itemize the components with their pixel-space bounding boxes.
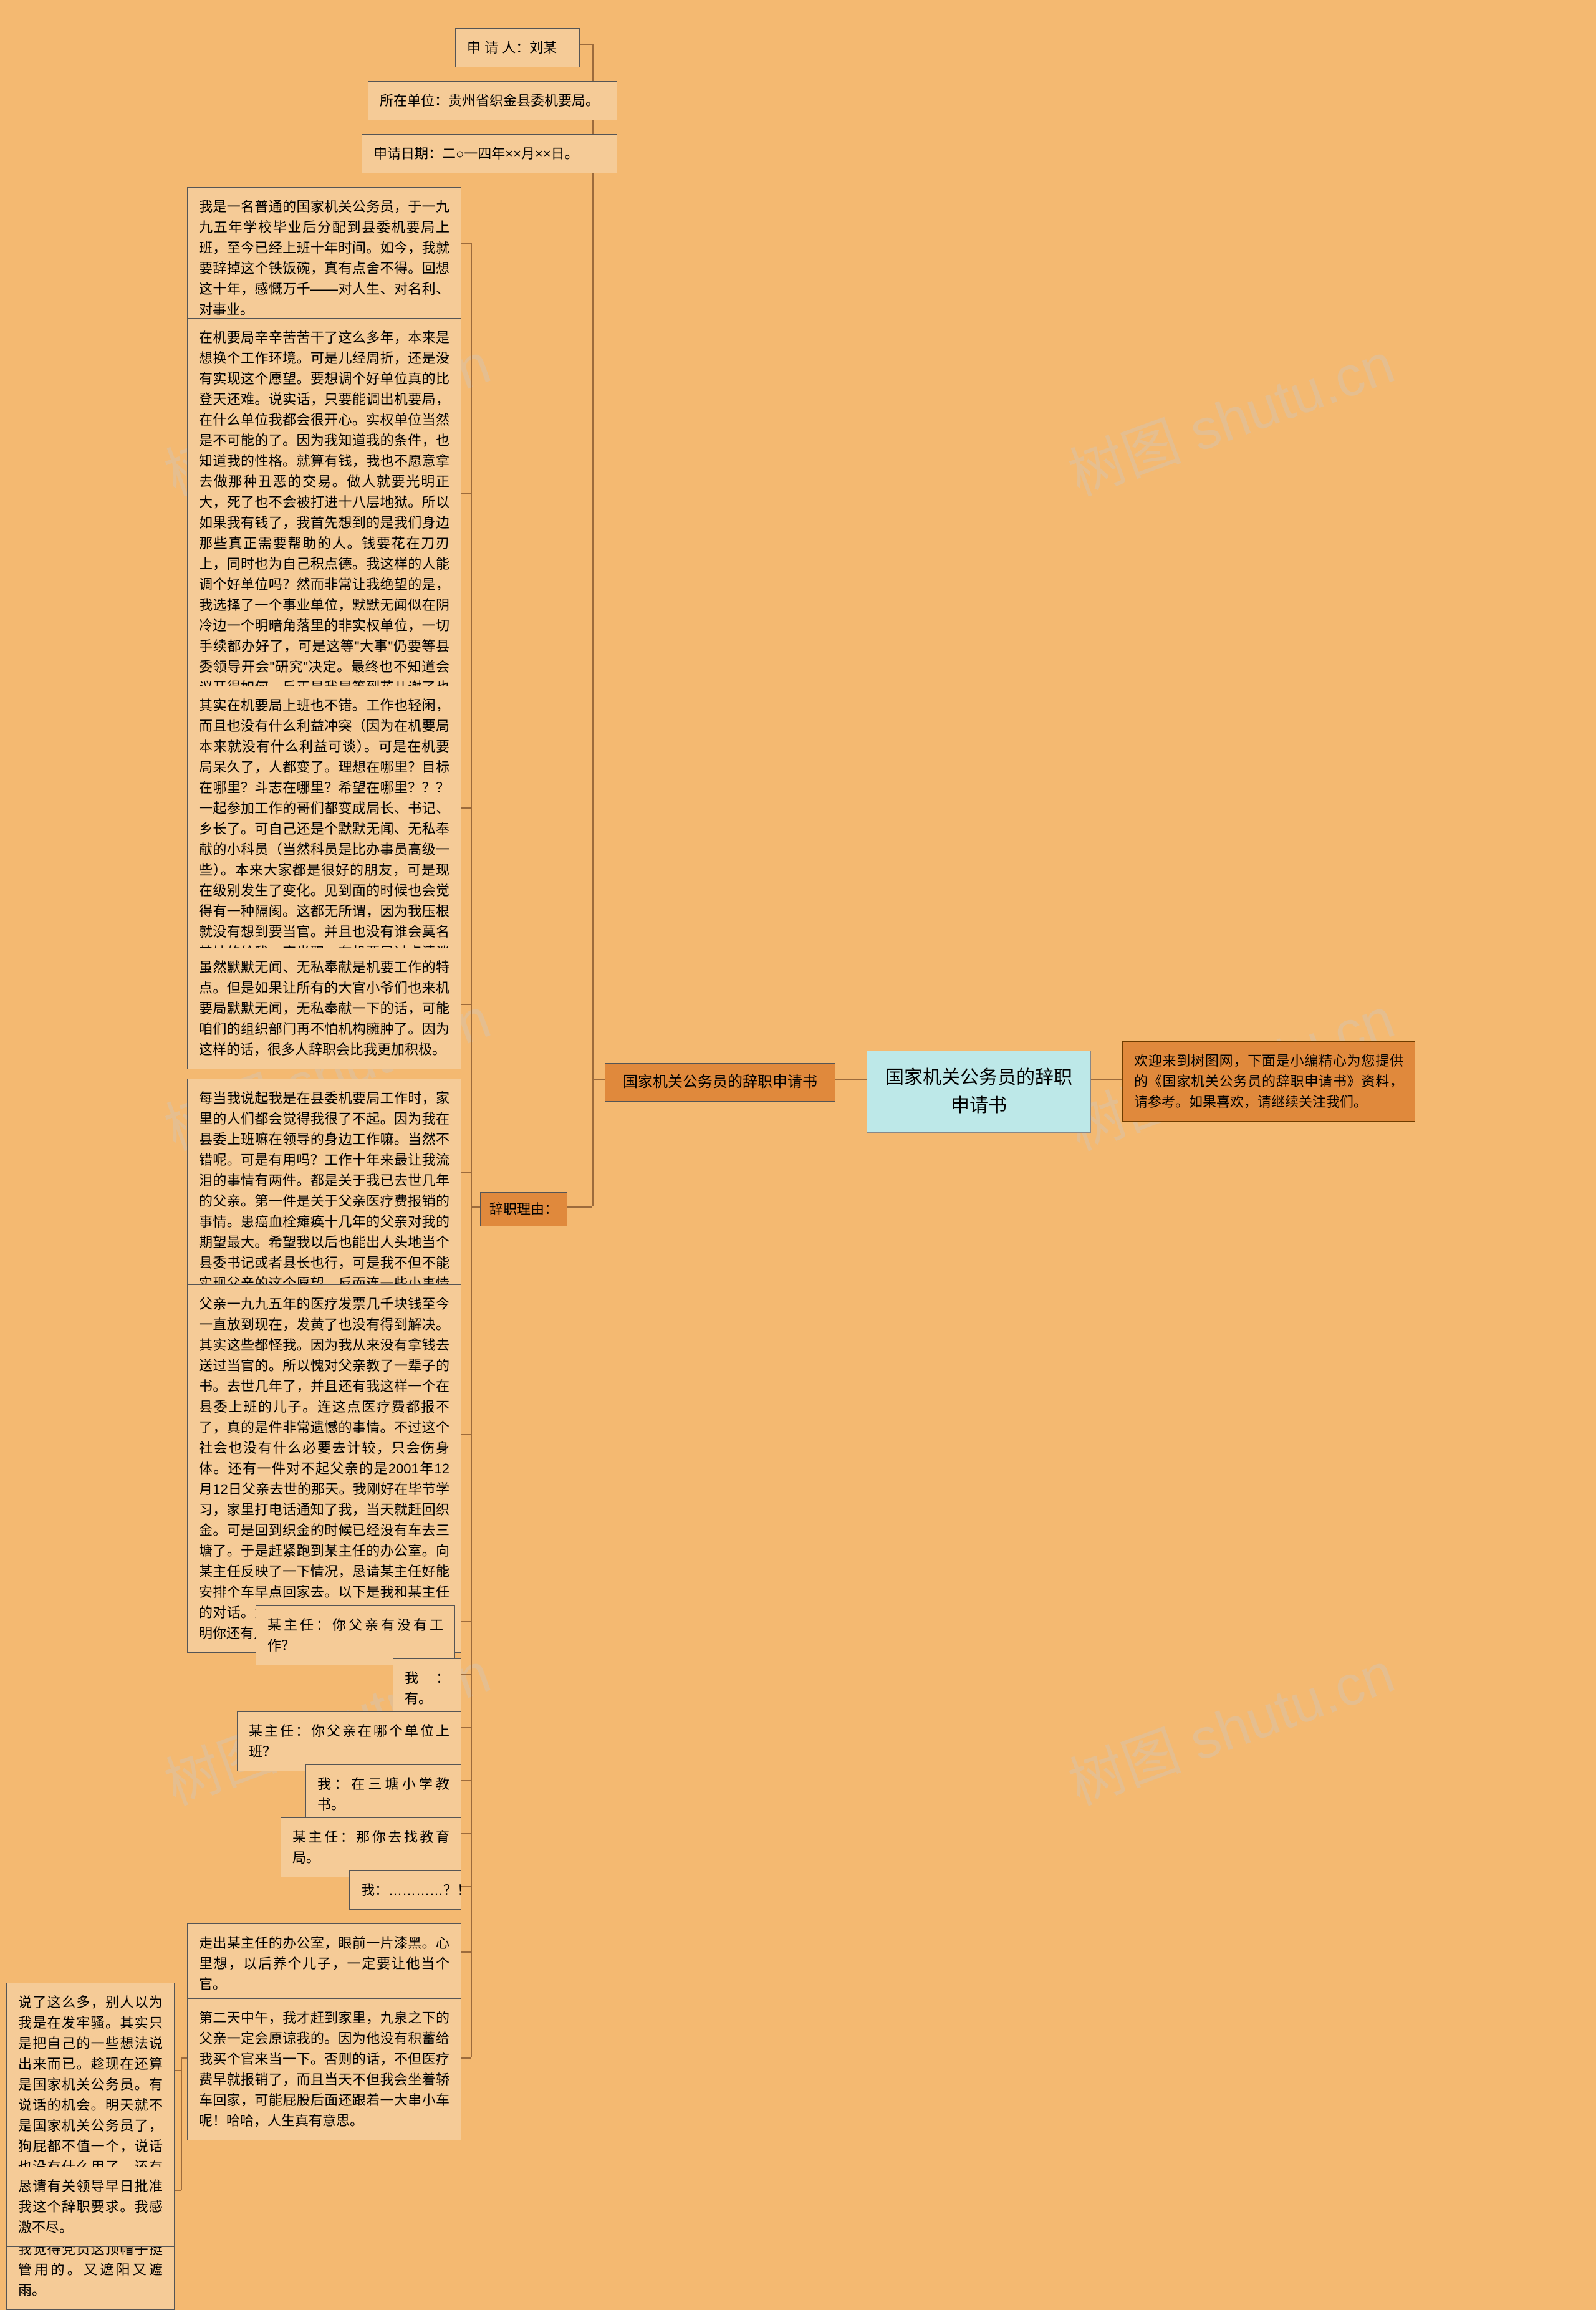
root-node[interactable]: 国家机关公务员的辞职申请书 — [867, 1051, 1091, 1133]
connector — [461, 1833, 471, 1834]
tail-node[interactable]: 说了这么多，别人以为我是在发牢骚。其实只是把自己的一些想法说出来而已。趁现在还算… — [6, 1983, 175, 2310]
connector — [461, 1674, 471, 1675]
connector — [461, 1951, 471, 1953]
connector — [461, 493, 471, 494]
tail-node[interactable]: 恳请有关领导早日批准我这个辞职要求。我感激不尽。 — [6, 2167, 175, 2247]
connector — [471, 1206, 480, 1208]
watermark: 树图 shutu.cn — [1056, 319, 1403, 511]
connector — [461, 807, 471, 809]
connector — [461, 1727, 471, 1728]
reason-node[interactable]: 某主任：你父亲有没有工作？ — [256, 1605, 455, 1665]
reason-node[interactable]: 走出某主任的办公室，眼前一片漆黑。心里想，以后养个儿子，一定要让他当个官。 — [187, 1923, 461, 2004]
connector — [461, 1780, 471, 1781]
connector — [175, 2070, 181, 2071]
date-node[interactable]: 申请日期：二○一四年××月××日。 — [362, 134, 617, 173]
connector — [1091, 1079, 1122, 1080]
connector — [567, 1206, 592, 1208]
connector — [461, 1004, 471, 1005]
reason-node[interactable]: 某主任：那你去找教育局。 — [281, 1817, 461, 1877]
reason-node[interactable]: 某主任：你父亲在哪个单位上班？ — [237, 1711, 461, 1771]
connector — [592, 44, 594, 1206]
connector — [461, 1434, 471, 1435]
applicant-node[interactable]: 申 请 人：刘某 — [455, 28, 580, 67]
connector — [181, 2057, 182, 2190]
reason-node-with-children[interactable]: 第二天中午，我才赶到家里，九泉之下的父亲一定会原谅我的。因为他没有积蓄给我买个官… — [187, 1998, 461, 2140]
reason-hub-node[interactable]: 辞职理由： — [480, 1192, 567, 1226]
connector — [592, 1079, 605, 1080]
connector — [580, 44, 592, 45]
watermark: 树图 shutu.cn — [1056, 1628, 1403, 1821]
reason-node[interactable]: 我：有。 — [393, 1658, 461, 1718]
reason-node[interactable]: 父亲一九九五年的医疗发票几千块钱至今一直放到现在，发黄了也没有得到解决。其实这些… — [187, 1284, 461, 1653]
unit-node[interactable]: 所在单位：贵州省织金县委机要局。 — [368, 81, 617, 120]
connector — [461, 1172, 471, 1173]
connector — [471, 243, 472, 2057]
main-branch-node[interactable]: 国家机关公务员的辞职申请书 — [605, 1063, 835, 1102]
connector — [461, 243, 471, 244]
reason-node[interactable]: 我：在三塘小学教书。 — [305, 1764, 461, 1824]
reason-node[interactable]: 虽然默默无闻、无私奉献是机要工作的特点。但是如果让所有的大官小爷们也来机要局默默… — [187, 948, 461, 1069]
connector — [175, 2190, 181, 2191]
reason-node[interactable]: 我：…………？！ — [349, 1870, 461, 1910]
connector — [461, 2057, 471, 2059]
connector — [835, 1079, 867, 1080]
reason-node[interactable]: 我是一名普通的国家机关公务员，于一九九五年学校毕业后分配到县委机要局上班，至今已… — [187, 187, 461, 329]
intro-node[interactable]: 欢迎来到树图网，下面是小编精心为您提供的《国家机关公务员的辞职申请书》资料，请参… — [1122, 1041, 1415, 1122]
